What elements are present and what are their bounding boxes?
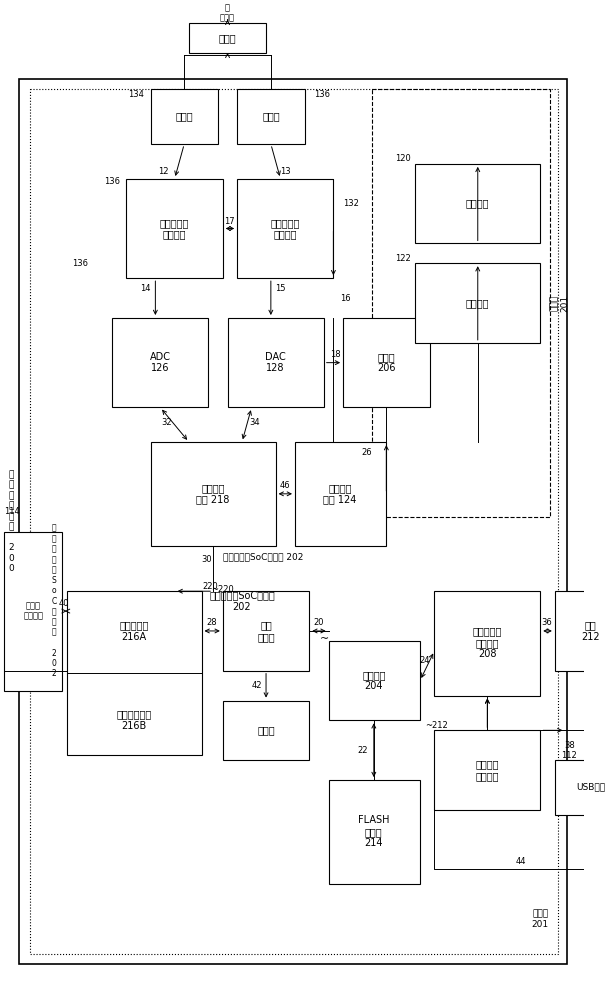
Text: 同步存储
裝置 124: 同步存储 裝置 124 bbox=[324, 483, 357, 505]
Text: 120: 120 bbox=[394, 154, 410, 163]
Text: 13: 13 bbox=[280, 167, 290, 176]
Text: 微控制器單元
216B: 微控制器單元 216B bbox=[117, 710, 152, 731]
Text: 片上系統（SoC）裝置 202: 片上系統（SoC）裝置 202 bbox=[223, 552, 303, 561]
Text: 134: 134 bbox=[128, 90, 144, 99]
Text: 可編程模塊
216A: 可編程模塊 216A bbox=[120, 620, 149, 642]
Bar bbox=[189, 23, 266, 53]
Text: 無線模塊
204: 無線模塊 204 bbox=[362, 670, 385, 691]
Text: 調試與
編程接口: 調試與 編程接口 bbox=[23, 601, 43, 621]
Bar bbox=[295, 442, 387, 546]
Text: ~: ~ bbox=[320, 634, 329, 644]
Bar bbox=[223, 591, 309, 671]
Bar bbox=[555, 760, 605, 815]
Text: 應用軟件
模塊 218: 應用軟件 模塊 218 bbox=[197, 483, 230, 505]
Text: 片
上
系
統
（
S
o
C
）
裝
置

2
0
2: 片 上 系 統 （ S o C ） 裝 置 2 0 2 bbox=[51, 524, 57, 678]
Text: 14: 14 bbox=[140, 284, 151, 293]
Text: 34: 34 bbox=[249, 418, 260, 427]
Text: 114: 114 bbox=[4, 507, 20, 516]
Text: 32: 32 bbox=[162, 418, 172, 427]
Text: 信號縮放與
調節模塊: 信號縮放與 調節模塊 bbox=[270, 218, 300, 239]
Bar bbox=[343, 318, 430, 407]
Text: 220: 220 bbox=[202, 582, 218, 591]
Bar bbox=[223, 701, 309, 760]
Bar bbox=[126, 179, 223, 278]
Text: FLASH
存储器
214: FLASH 存储器 214 bbox=[358, 815, 390, 848]
Text: 數字電源: 數字電源 bbox=[466, 199, 489, 209]
Bar bbox=[19, 79, 567, 964]
Text: 136: 136 bbox=[73, 259, 88, 268]
Text: 22: 22 bbox=[357, 746, 367, 755]
Text: 36: 36 bbox=[541, 618, 552, 627]
Text: 17: 17 bbox=[224, 217, 235, 226]
Text: 136: 136 bbox=[314, 90, 330, 99]
Text: 內部
存储器: 內部 存储器 bbox=[257, 620, 275, 642]
Text: 20: 20 bbox=[314, 618, 324, 627]
Text: 顯示器: 顯示器 bbox=[257, 725, 275, 735]
Bar bbox=[4, 532, 62, 691]
Text: 傳感器
206: 傳感器 206 bbox=[377, 352, 396, 373]
Bar bbox=[415, 164, 540, 243]
Text: USB端口: USB端口 bbox=[576, 782, 605, 791]
Text: 42: 42 bbox=[251, 681, 262, 690]
Text: ~220: ~220 bbox=[211, 585, 234, 594]
Text: 模擬電源: 模擬電源 bbox=[466, 298, 489, 308]
Text: 12: 12 bbox=[158, 167, 168, 176]
Text: 132: 132 bbox=[343, 199, 359, 208]
Text: 24: 24 bbox=[420, 656, 430, 665]
Text: 26: 26 bbox=[362, 448, 373, 457]
Bar bbox=[151, 89, 218, 144]
Text: 136: 136 bbox=[104, 177, 120, 186]
Text: 30: 30 bbox=[201, 555, 212, 564]
Bar bbox=[112, 318, 208, 407]
Text: 信號縮放與
調節模塊: 信號縮放與 調節模塊 bbox=[160, 218, 189, 239]
Text: 38: 38 bbox=[564, 741, 575, 750]
Bar bbox=[237, 89, 304, 144]
Bar bbox=[372, 89, 550, 517]
Bar bbox=[329, 780, 420, 884]
Text: 電池
212: 電池 212 bbox=[581, 620, 600, 642]
Bar bbox=[30, 89, 558, 954]
Text: 片上系統（SoC）裝置
202: 片上系統（SoC）裝置 202 bbox=[209, 590, 275, 612]
Text: 16: 16 bbox=[340, 294, 351, 303]
Text: 電路板
201: 電路板 201 bbox=[532, 909, 549, 929]
Text: 40: 40 bbox=[59, 599, 69, 608]
Bar bbox=[227, 318, 324, 407]
Bar bbox=[329, 641, 420, 720]
Bar bbox=[151, 442, 276, 546]
Bar bbox=[67, 591, 201, 755]
Text: 車
輛
測
量
設
備

2
0
0: 車 輛 測 量 設 備 2 0 0 bbox=[8, 470, 14, 573]
Text: 112: 112 bbox=[561, 751, 577, 760]
Text: 連接部: 連接部 bbox=[262, 111, 280, 121]
Text: ADC
126: ADC 126 bbox=[149, 352, 171, 373]
Text: 探測器: 探測器 bbox=[219, 33, 237, 43]
Text: 122: 122 bbox=[394, 254, 410, 263]
Text: DAC
128: DAC 128 bbox=[265, 352, 286, 373]
Text: 至
探測器: 至 探測器 bbox=[220, 3, 235, 23]
Text: ~212: ~212 bbox=[425, 721, 448, 730]
Bar bbox=[555, 591, 605, 671]
Text: 電路板
201: 電路板 201 bbox=[550, 294, 569, 312]
Text: 15: 15 bbox=[275, 284, 286, 293]
Text: 28: 28 bbox=[207, 618, 217, 627]
Text: 18: 18 bbox=[330, 350, 341, 359]
Text: 接地環路
保護單元: 接地環路 保護單元 bbox=[476, 759, 499, 781]
Text: 44: 44 bbox=[516, 857, 526, 866]
Bar bbox=[415, 263, 540, 343]
Bar bbox=[434, 591, 540, 696]
Bar bbox=[434, 730, 540, 810]
Text: 46: 46 bbox=[280, 481, 290, 490]
Bar bbox=[237, 179, 333, 278]
Text: 連接部: 連接部 bbox=[175, 111, 193, 121]
Text: 電源與電池
管理單元
208: 電源與電池 管理單元 208 bbox=[473, 626, 502, 659]
